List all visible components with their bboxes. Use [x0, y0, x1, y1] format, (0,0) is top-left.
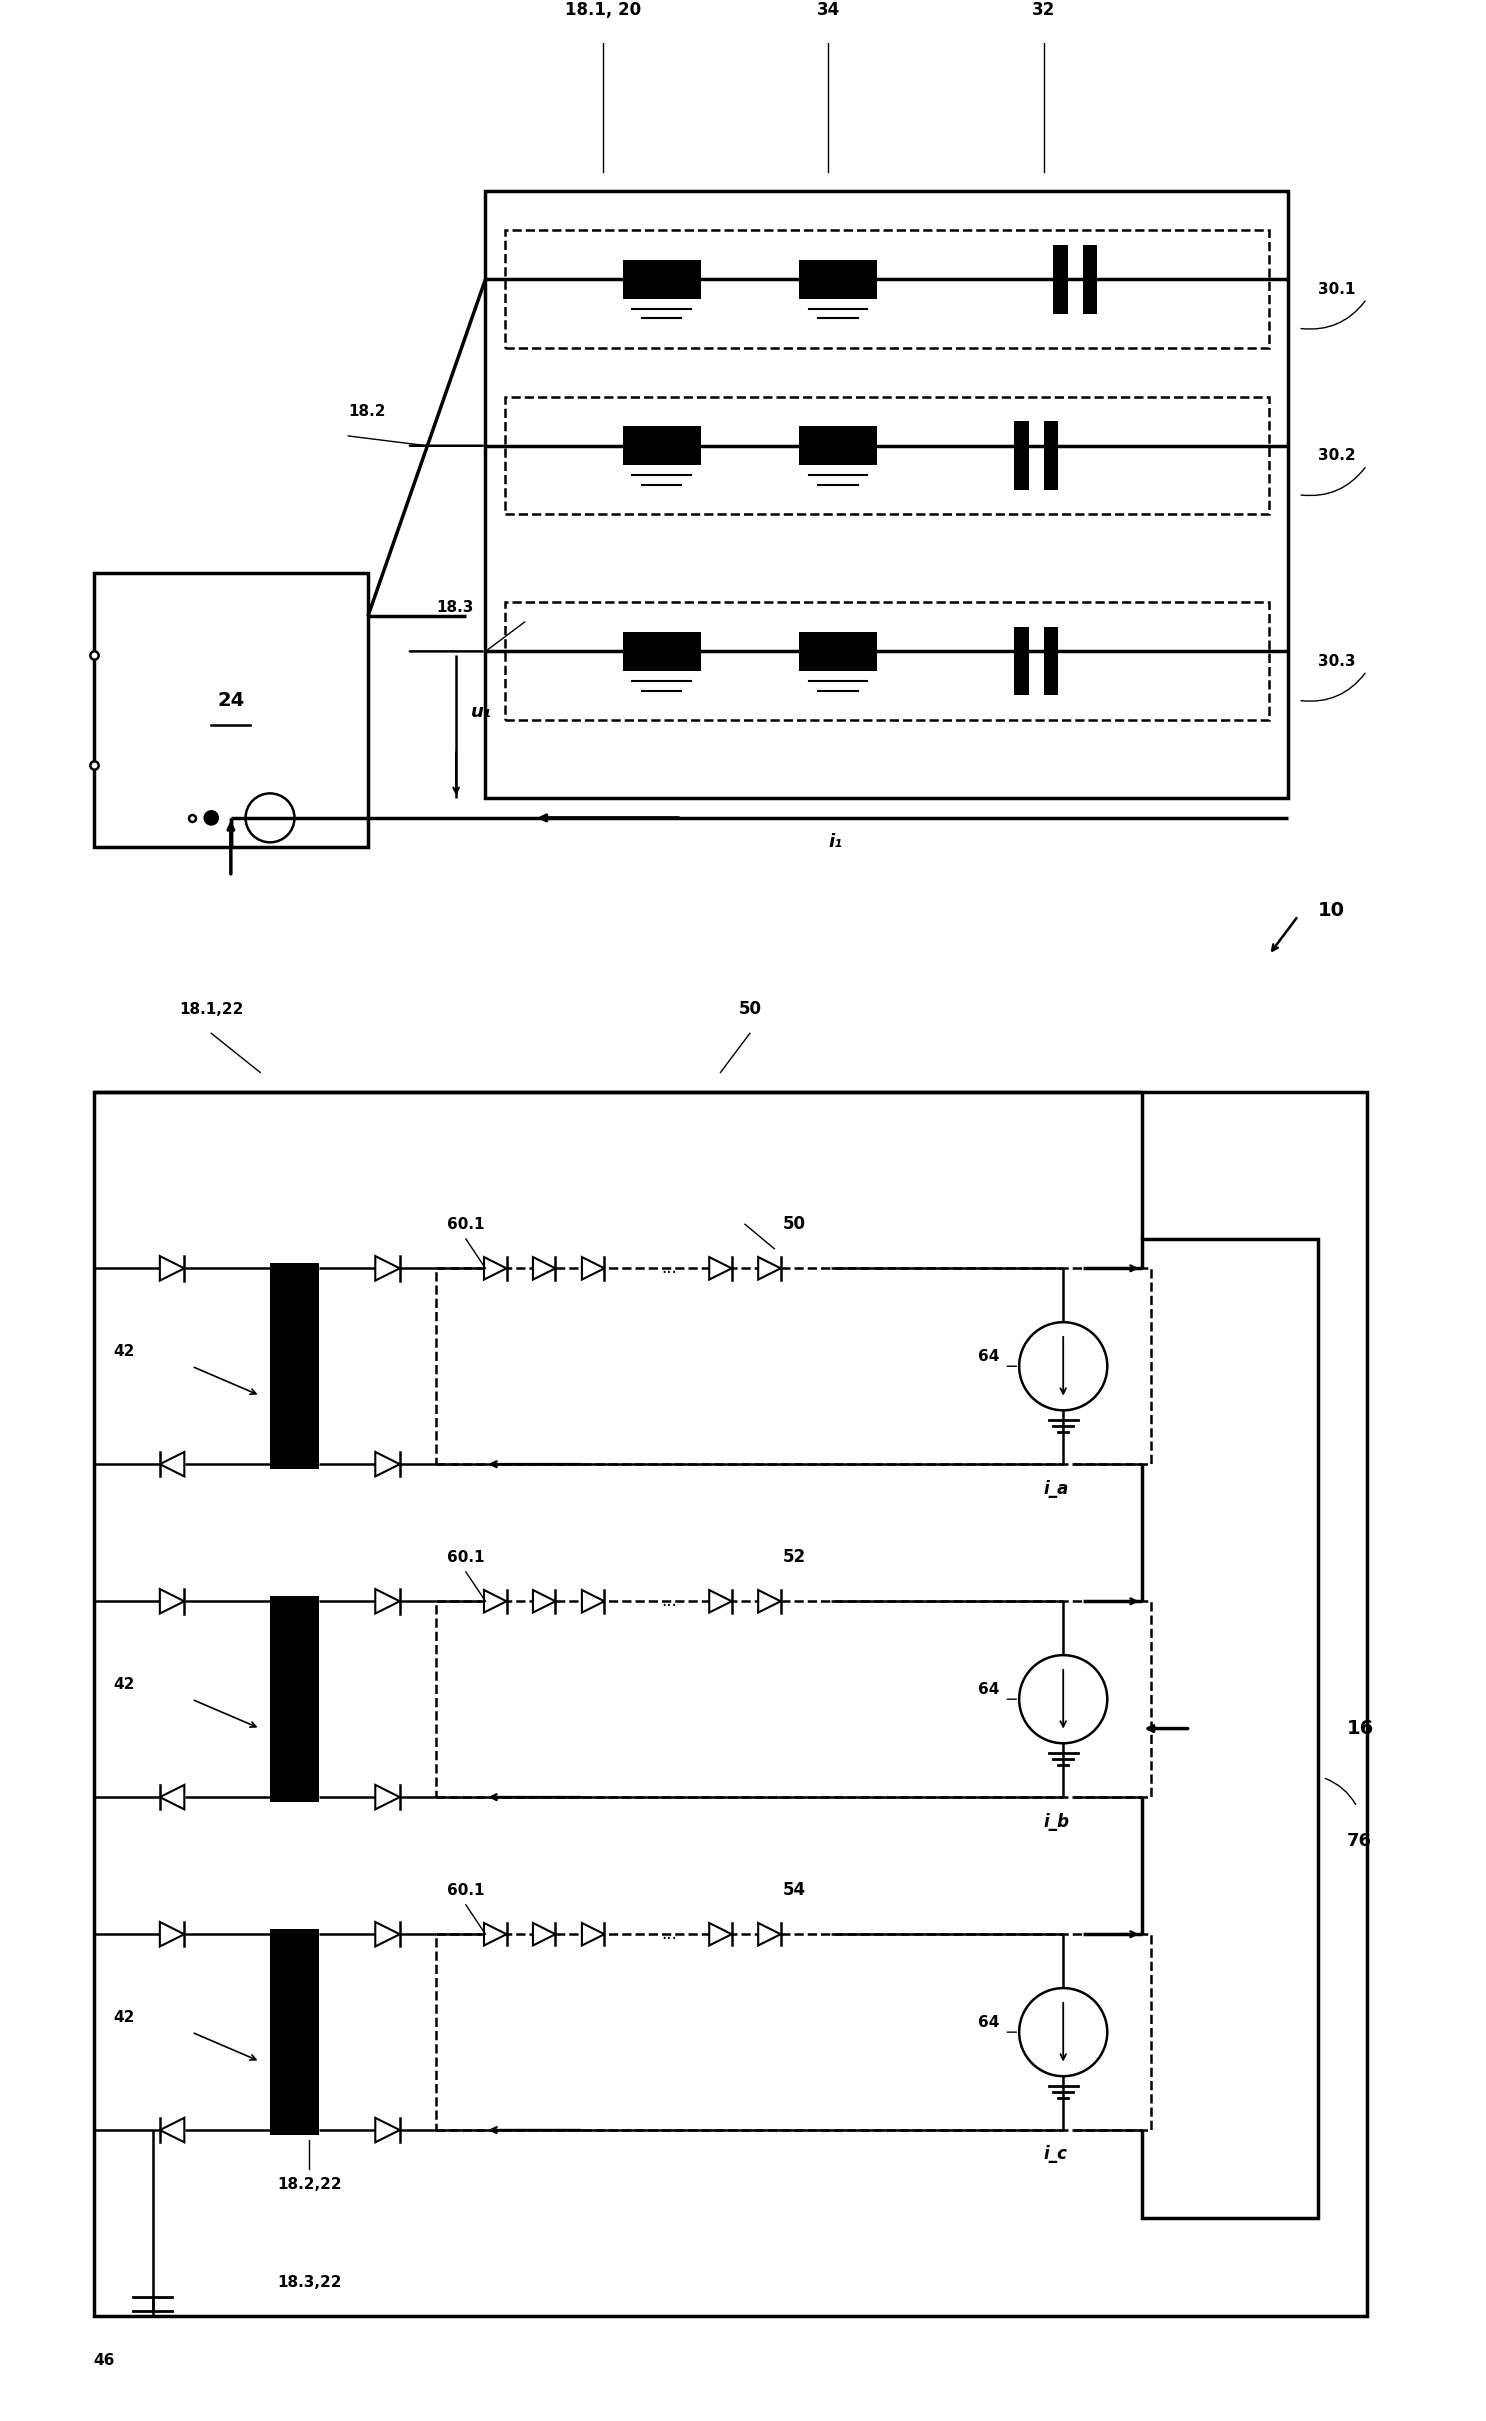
Text: 30.3: 30.3	[1318, 654, 1355, 668]
Bar	[505, 230, 1269, 349]
Bar	[1015, 421, 1028, 489]
Bar	[623, 426, 701, 465]
Polygon shape	[533, 1256, 556, 1281]
Text: 64: 64	[978, 1683, 1000, 1697]
Text: i₁: i₁	[828, 833, 843, 852]
Text: 18.1,22: 18.1,22	[180, 1002, 244, 1017]
Bar	[94, 1092, 1367, 2317]
Text: 64: 64	[978, 2014, 1000, 2029]
Text: 30.2: 30.2	[1318, 448, 1355, 462]
Polygon shape	[484, 1591, 507, 1612]
Text: 34: 34	[817, 0, 840, 19]
Text: 32: 32	[1031, 0, 1055, 19]
Text: ...: ...	[661, 1925, 678, 1944]
Bar	[437, 1269, 1152, 1465]
Polygon shape	[758, 1591, 780, 1612]
Bar	[1015, 627, 1028, 695]
Text: i_c: i_c	[1043, 2145, 1067, 2164]
Text: 18.3,22: 18.3,22	[276, 2276, 342, 2290]
Polygon shape	[160, 1784, 184, 1808]
Bar	[1043, 421, 1058, 489]
Bar	[270, 1595, 319, 1801]
Text: u₁: u₁	[471, 702, 492, 721]
Text: 64: 64	[978, 1348, 1000, 1363]
Polygon shape	[376, 1453, 400, 1477]
Text: i_a: i_a	[1043, 1479, 1068, 1499]
Bar	[505, 397, 1269, 513]
Text: ...: ...	[661, 1259, 678, 1278]
Text: 60.1: 60.1	[447, 1884, 484, 1898]
Bar	[437, 1600, 1152, 1796]
Bar	[799, 426, 877, 465]
Bar	[1141, 1240, 1318, 2218]
Bar	[1083, 245, 1098, 315]
Text: 16: 16	[1348, 1719, 1375, 1738]
Text: 18.2,22: 18.2,22	[276, 2176, 342, 2191]
Text: 50: 50	[783, 1215, 805, 1232]
Bar	[1043, 627, 1058, 695]
Polygon shape	[376, 2118, 400, 2143]
Polygon shape	[758, 1256, 780, 1281]
Circle shape	[204, 811, 218, 826]
Text: 60.1: 60.1	[447, 1218, 484, 1232]
Polygon shape	[376, 1588, 400, 1612]
Bar	[505, 603, 1269, 719]
Polygon shape	[533, 1591, 556, 1612]
Polygon shape	[484, 1256, 507, 1281]
Text: 42: 42	[113, 1678, 135, 1692]
Polygon shape	[709, 1922, 731, 1946]
Bar	[486, 191, 1288, 799]
Polygon shape	[160, 1453, 184, 1477]
Bar	[623, 259, 701, 298]
Bar	[1054, 245, 1068, 315]
Text: 52: 52	[782, 1547, 805, 1566]
Bar	[270, 1930, 319, 2135]
Text: 54: 54	[782, 1881, 805, 1898]
Bar	[623, 632, 701, 671]
Text: 42: 42	[113, 2009, 135, 2026]
Bar	[270, 1264, 319, 1470]
Polygon shape	[758, 1922, 780, 1946]
Bar	[437, 1934, 1152, 2130]
Polygon shape	[709, 1591, 731, 1612]
Text: 30.1: 30.1	[1318, 281, 1355, 295]
Bar	[799, 632, 877, 671]
Polygon shape	[583, 1922, 605, 1946]
Polygon shape	[533, 1922, 556, 1946]
Polygon shape	[160, 1922, 184, 1946]
Polygon shape	[709, 1256, 731, 1281]
Text: 18.2: 18.2	[348, 404, 386, 419]
Polygon shape	[583, 1591, 605, 1612]
Text: i_b: i_b	[1043, 1813, 1070, 1830]
Text: 18.1, 20: 18.1, 20	[565, 0, 640, 19]
Polygon shape	[484, 1922, 507, 1946]
Text: 24: 24	[217, 690, 245, 709]
Polygon shape	[160, 2118, 184, 2143]
Polygon shape	[160, 1588, 184, 1612]
Polygon shape	[160, 1256, 184, 1281]
Text: 18.3: 18.3	[437, 600, 474, 615]
Text: 46: 46	[94, 2353, 114, 2368]
Text: 10: 10	[1318, 901, 1345, 920]
Polygon shape	[376, 1256, 400, 1281]
Bar	[799, 259, 877, 298]
Bar	[94, 574, 369, 847]
Polygon shape	[583, 1256, 605, 1281]
Text: 50: 50	[739, 1000, 761, 1017]
Polygon shape	[376, 1922, 400, 1946]
Polygon shape	[376, 1784, 400, 1808]
Text: ...: ...	[661, 1593, 678, 1610]
Text: 76: 76	[1348, 1833, 1372, 1850]
Text: 60.1: 60.1	[447, 1549, 484, 1564]
Text: 42: 42	[113, 1344, 135, 1361]
